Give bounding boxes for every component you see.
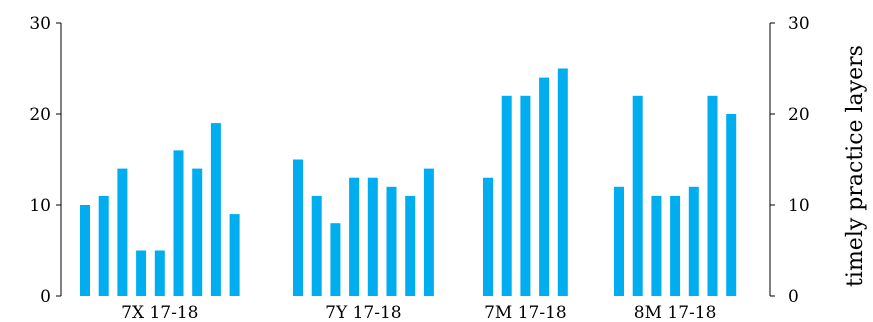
bar xyxy=(210,123,221,296)
bar xyxy=(136,250,147,296)
bar xyxy=(539,77,550,296)
bar xyxy=(688,186,699,296)
bar xyxy=(386,186,397,296)
category-label: 8M 17-18 xyxy=(634,303,717,322)
bar xyxy=(367,177,378,296)
bar xyxy=(423,168,434,296)
category-labels: 7X 17-18 7Y 17-18 7M 17-18 8M 17-18 xyxy=(121,303,716,322)
bar xyxy=(349,177,360,296)
bar xyxy=(117,168,128,296)
left-tick-label: 10 xyxy=(29,196,51,216)
right-tick-label: 30 xyxy=(788,14,810,34)
bar xyxy=(192,168,203,296)
right-tick-label: 10 xyxy=(788,196,810,216)
left-tick-label: 20 xyxy=(29,105,51,125)
category-label: 7M 17-18 xyxy=(484,303,567,322)
right-y-axis: 0 10 20 30 xyxy=(769,14,810,307)
bar xyxy=(651,195,662,296)
bar xyxy=(293,159,303,296)
bar xyxy=(229,214,240,296)
bar xyxy=(670,195,681,296)
bar xyxy=(501,95,512,296)
bar xyxy=(614,186,624,296)
bar xyxy=(154,250,165,296)
right-tick-label: 0 xyxy=(788,287,799,307)
category-label: 7Y 17-18 xyxy=(325,303,401,322)
bar xyxy=(483,177,493,296)
right-y-axis-label: timely practice layers xyxy=(843,45,868,287)
bar xyxy=(330,223,341,296)
bar xyxy=(80,205,90,296)
bar xyxy=(557,68,568,296)
bar xyxy=(173,150,184,296)
left-tick-label: 0 xyxy=(40,287,51,307)
right-tick-label: 20 xyxy=(788,105,810,125)
bar xyxy=(632,95,643,296)
bars xyxy=(80,68,737,296)
left-y-axis: 0 10 20 30 xyxy=(29,14,62,307)
bar xyxy=(520,95,531,296)
bar xyxy=(98,195,109,296)
bar xyxy=(405,195,416,296)
bar xyxy=(726,114,737,296)
category-label: 7X 17-18 xyxy=(121,303,198,322)
bar xyxy=(707,95,718,296)
left-tick-label: 30 xyxy=(29,14,51,34)
bar xyxy=(311,195,322,296)
